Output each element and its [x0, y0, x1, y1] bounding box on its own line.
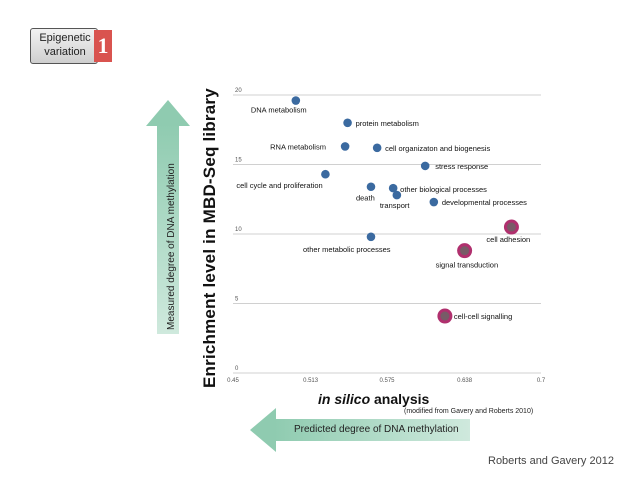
data-point-label: other biological processes	[400, 185, 487, 194]
data-point-label: cell cycle and proliferation	[236, 181, 322, 190]
x-tick-label: 0.513	[303, 378, 319, 384]
data-point	[291, 96, 301, 105]
data-point-label: developmental processes	[442, 198, 527, 207]
x-tick-label: 0.45	[227, 378, 239, 384]
y-axis-label: Enrichment level in MBD-Seq library	[200, 88, 219, 388]
data-point	[372, 143, 382, 153]
x-axis-label: in silico analysis	[318, 391, 429, 407]
data-point-core	[440, 311, 450, 321]
y-tick-label: 10	[235, 227, 242, 233]
badge-line1: Epigenetic	[39, 32, 91, 44]
y-tick-label: 20	[235, 88, 242, 94]
data-point	[343, 118, 352, 128]
x-tick-label: 0.7	[537, 378, 546, 384]
badge-number: 1	[94, 30, 112, 62]
x-tick-label: 0.638	[457, 378, 473, 384]
source-note: (modified from Gavery and Roberts 2010)	[404, 408, 534, 415]
data-point	[366, 232, 376, 242]
data-point-label: signal transduction	[436, 261, 499, 270]
plot-area: 0 5 10 15 20 0.45 0.513 0.575 0.638 0.7 DNA metabo…	[227, 88, 546, 384]
badge-box: Epigenetic variation	[30, 28, 98, 64]
data-point-label: cell adhesion	[486, 235, 530, 244]
data-point	[388, 183, 398, 193]
data-point-label: cell-cell signalling	[454, 312, 512, 321]
data-point-label: RNA metabolism	[270, 142, 326, 151]
x-axis-label-italic: in silico	[318, 391, 371, 407]
data-point-core	[460, 246, 470, 256]
y-tick-label: 0	[235, 366, 239, 372]
data-point	[420, 161, 430, 171]
data-point-label: other metabolic processes	[303, 245, 391, 254]
x-tick-label: 0.575	[379, 378, 395, 384]
data-point-label: death	[356, 194, 375, 203]
citation: Roberts and Gavery 2012	[488, 455, 614, 467]
data-point-core	[506, 222, 516, 232]
badge-text: Epigenetic variation	[35, 31, 95, 59]
data-point	[429, 197, 439, 207]
predicted-methylation-arrow	[250, 408, 470, 452]
data-point-label: cell organizaton and biogenesis	[385, 144, 490, 153]
y-tick-label: 5	[235, 297, 239, 303]
data-point-label: stress response	[435, 162, 488, 171]
data-point-label: DNA metabolism	[251, 106, 307, 115]
y-tick-label: 15	[235, 158, 242, 164]
measured-methylation-arrow	[146, 100, 190, 334]
badge-line2: variation	[44, 46, 86, 58]
predicted-methylation-label: Predicted degree of DNA methylation	[294, 424, 459, 435]
epigenetic-variation-badge: Epigenetic variation	[30, 28, 114, 64]
measured-methylation-label: Measured degree of DNA methylation	[166, 163, 177, 330]
data-point-label: transport	[380, 201, 411, 210]
data-point	[340, 142, 350, 151]
data-point-label: protein metabolism	[356, 119, 419, 128]
x-axis-label-rest: analysis	[370, 391, 430, 407]
data-point	[392, 190, 402, 200]
data-point	[321, 169, 330, 179]
data-point	[366, 182, 376, 192]
